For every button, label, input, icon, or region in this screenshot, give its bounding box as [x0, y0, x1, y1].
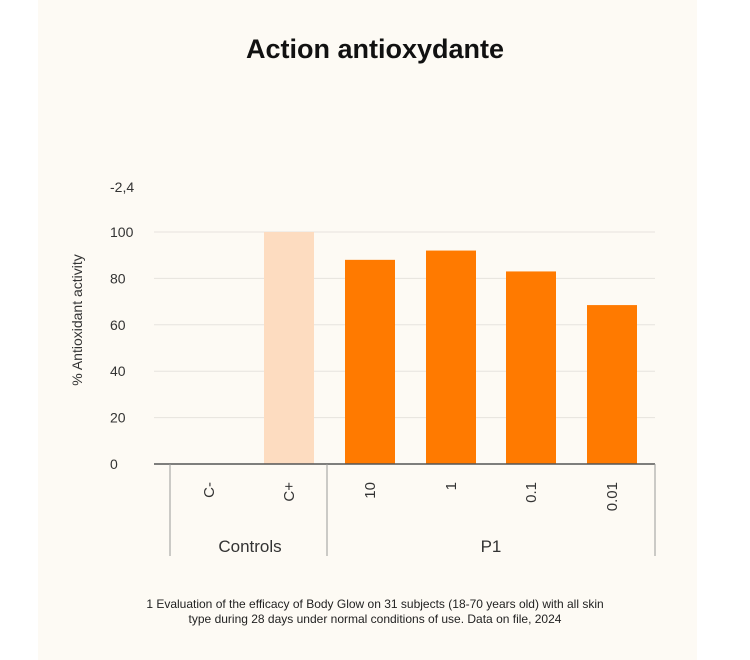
x-tick-label: 10: [362, 482, 379, 499]
bar-C+: [264, 232, 314, 464]
y-tick-label: 20: [110, 410, 126, 426]
y-tick-label: 0: [110, 456, 118, 472]
y-tick-label: 40: [110, 363, 126, 379]
y-tick-label: 100: [110, 224, 134, 240]
x-tick-label: C-: [201, 482, 218, 498]
x-tick-label: 0.01: [604, 482, 621, 511]
bar-0.01: [587, 305, 637, 464]
group-label: P1: [481, 537, 502, 556]
x-tick-label: 0.1: [523, 482, 540, 503]
footnote-line-2: type during 28 days under normal conditi…: [188, 612, 562, 626]
bar-1: [426, 250, 476, 464]
footnote-line-1: 1 Evaluation of the efficacy of Body Glo…: [146, 597, 604, 611]
data-label-C-: -2,4: [110, 179, 134, 195]
bar-0.1: [506, 271, 556, 464]
y-axis-label: % Antioxidant activity: [69, 254, 85, 386]
bar-10: [345, 259, 395, 464]
x-tick-label: 1: [443, 482, 460, 490]
group-label: Controls: [218, 537, 281, 556]
chart-title: Action antioxydante: [245, 34, 505, 64]
footnote: 1 Evaluation of the efficacy of Body Glo…: [0, 597, 750, 627]
y-tick-label: 80: [110, 270, 126, 286]
y-tick-label: 60: [110, 317, 126, 333]
x-tick-label: C+: [281, 482, 298, 502]
